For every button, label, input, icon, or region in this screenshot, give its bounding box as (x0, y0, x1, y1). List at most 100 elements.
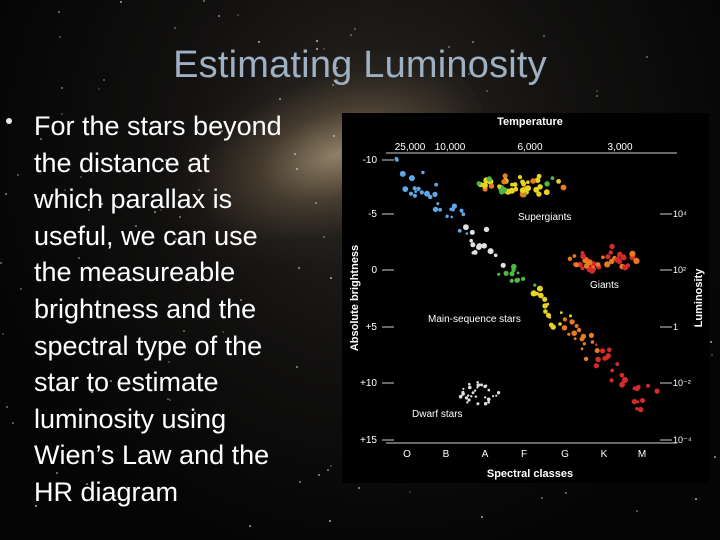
dwarf-star (468, 385, 472, 390)
dwarf-star (476, 402, 480, 406)
supergiant-star (543, 189, 550, 196)
main-sequence-star (542, 303, 548, 309)
main-sequence-star (574, 324, 579, 328)
dwarf-star (462, 387, 465, 390)
background-star (2, 333, 4, 335)
background-star (5, 193, 7, 195)
background-star (64, 189, 66, 191)
star-points (394, 156, 660, 413)
giant-star (633, 257, 640, 264)
background-star (486, 90, 488, 92)
main-sequence-star (449, 207, 453, 211)
main-sequence-star (472, 250, 478, 255)
main-sequence-star (428, 194, 433, 200)
background-star (135, 225, 137, 227)
slide-title: Estimating Luminosity (173, 44, 547, 86)
dwarf-star (476, 383, 481, 387)
giant-star (604, 261, 611, 268)
brightness-tick: 0 (371, 265, 377, 276)
main-sequence-star (395, 158, 399, 162)
giant-star (595, 262, 601, 267)
background-star (299, 481, 301, 483)
background-star (316, 48, 318, 50)
main-sequence-star (622, 377, 628, 383)
main-sequence-star (414, 190, 418, 193)
background-star (103, 79, 105, 81)
background-star (596, 90, 598, 92)
hr-diagram-svg: Temperature 25,000 10,000 6,000 3,000 Ab… (342, 113, 709, 483)
background-star (169, 399, 171, 401)
dwarf-star (473, 389, 477, 392)
main-sequence-star (569, 319, 575, 325)
giant-star (580, 253, 587, 260)
background-star (183, 330, 185, 332)
main-sequence-star (576, 327, 582, 333)
hr-diagram: Temperature 25,000 10,000 6,000 3,000 Ab… (342, 113, 709, 483)
background-star (88, 209, 90, 211)
background-star (179, 216, 181, 218)
supergiants-label: Supergiants (518, 212, 571, 223)
giant-star (574, 262, 579, 268)
main-sequence-star (646, 383, 650, 388)
background-star (336, 67, 338, 69)
main-sequence-star (640, 398, 645, 403)
brightness-tick: -5 (368, 209, 377, 220)
background-star (323, 236, 325, 238)
spectral-classes-label: Spectral classes (487, 468, 573, 480)
giant-star (567, 256, 573, 261)
bullet-text: For the stars beyond the distance at whi… (34, 111, 282, 507)
background-star (329, 520, 331, 522)
background-star (279, 98, 281, 100)
absolute-brightness-label: Absolute brightness (349, 245, 361, 351)
giant-star (583, 263, 590, 269)
main-sequence-star (509, 271, 515, 277)
supergiant-star (508, 187, 515, 194)
main-sequence-star (521, 276, 526, 281)
dwarf-star (483, 402, 488, 406)
luminosity-tick: 10⁻² (673, 378, 691, 388)
background-star (174, 27, 176, 29)
background-star (101, 203, 103, 205)
supergiant-star (550, 176, 555, 180)
supergiant-star (534, 177, 541, 183)
main-sequence-star (493, 253, 498, 258)
main-sequence-star (445, 214, 449, 218)
bullet-item: For the stars beyond the distance at whi… (6, 108, 336, 511)
luminosity-label: Luminosity (693, 268, 705, 328)
supergiant-star (537, 184, 543, 190)
background-star (333, 135, 335, 137)
dwarf-star (467, 394, 470, 397)
supergiant-star (530, 178, 536, 184)
background-star (61, 113, 63, 115)
main-sequence-star (509, 278, 514, 283)
main-sequence-star (590, 340, 595, 344)
spectral-class: F (521, 449, 527, 460)
supergiant-star (476, 181, 482, 186)
main-sequence-star (412, 186, 417, 191)
background-star (296, 168, 298, 170)
main-sequence-star (424, 190, 430, 197)
background-star (646, 56, 648, 58)
giant-star (620, 254, 627, 261)
main-sequence-star (594, 343, 598, 346)
dwarf-star (486, 397, 491, 402)
background-star (35, 505, 37, 507)
background-star (198, 189, 200, 191)
background-star (0, 262, 2, 264)
background-star (175, 238, 177, 240)
background-star (194, 412, 196, 414)
background-star (168, 361, 170, 363)
main-sequence-star (536, 285, 543, 292)
main-sequence-star (487, 248, 494, 255)
main-sequence-star (542, 296, 548, 302)
left-tick-marks (382, 159, 394, 441)
main-sequence-star (476, 243, 483, 249)
main-sequence-star (530, 290, 537, 297)
brightness-tick: +10 (360, 378, 377, 389)
dwarf-star (467, 398, 471, 402)
background-star (221, 130, 223, 132)
background-star (481, 516, 483, 518)
background-star (98, 88, 100, 90)
main-sequence-star (600, 348, 606, 354)
supergiant-star (544, 181, 550, 187)
